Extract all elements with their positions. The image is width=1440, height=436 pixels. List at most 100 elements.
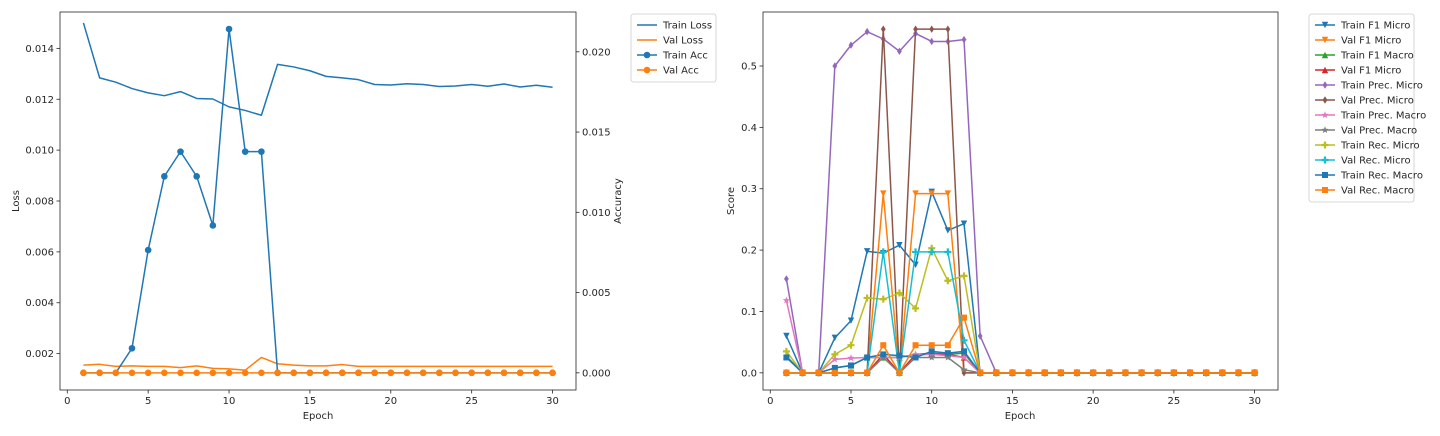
data-point-val-acc-3: [516, 369, 524, 377]
legend-item: Train Acc: [637, 51, 708, 62]
data-point-val-acc-3: [419, 369, 427, 377]
loss-chart-series: [80, 22, 556, 377]
score-chart-series: [782, 25, 1259, 377]
data-point-val-acc-3: [306, 369, 314, 377]
data-point-val-rec-macro-11: [977, 369, 984, 376]
legend-label: Val Acc: [663, 66, 699, 77]
data-point-val-acc-3: [209, 369, 217, 377]
series-val-loss-1: [83, 356, 553, 371]
series-val-rec-macro-11: [783, 314, 1258, 376]
series-val-acc-3: [80, 369, 556, 377]
data-point-val-rec-macro-11: [1203, 369, 1210, 376]
loss-chart-ytick-label: 0.006: [25, 247, 54, 258]
loss-chart-xtick-label: 20: [384, 396, 397, 407]
data-point-train-prec-micro-4: [977, 332, 983, 340]
legend-marker: [1321, 36, 1329, 44]
data-point-val-rec-macro-11: [993, 369, 1000, 376]
data-point-val-rec-macro-11: [831, 369, 838, 376]
data-point-val-acc-3: [225, 369, 233, 377]
data-point-val-acc-3: [322, 369, 330, 377]
score-chart-ytick-label: 0.2: [741, 246, 757, 257]
loss-chart-ytick-label: 0.004: [25, 298, 54, 309]
data-point-val-rec-macro-11: [1057, 369, 1064, 376]
data-point-val-rec-macro-11: [1106, 369, 1113, 376]
legend-label: Train Rec. Macro: [1340, 171, 1423, 182]
data-point-val-rec-macro-11: [1138, 369, 1145, 376]
data-point-val-prec-micro-5: [880, 25, 886, 33]
data-point-train-prec-micro-4: [929, 37, 935, 46]
legend-label: Val Prec. Micro: [1341, 96, 1414, 107]
score-chart-xtick-label: 10: [925, 396, 938, 407]
data-point-val-acc-3: [193, 369, 200, 377]
legend-marker: [1321, 156, 1329, 164]
score-chart-xtick-label: 5: [848, 396, 854, 407]
data-point-val-prec-micro-5: [913, 25, 918, 33]
data-point-val-acc-3: [371, 369, 378, 377]
loss-chart-xtick-label: 30: [546, 396, 559, 407]
data-point-train-prec-micro-4: [961, 35, 967, 44]
loss-chart-ytick-label: 0.008: [25, 197, 54, 208]
data-point-val-acc-3: [241, 369, 249, 377]
legend-item: Train Rec. Micro: [1315, 141, 1420, 152]
score-chart-xtick-label: 20: [1087, 396, 1100, 407]
data-point-train-rec-micro-8: [879, 295, 887, 303]
legend-marker: [1322, 187, 1328, 193]
legend-item: Train Loss: [637, 21, 712, 32]
data-point-val-rec-macro-11: [1074, 369, 1081, 376]
legend-marker: [643, 51, 651, 59]
data-point-val-rec-macro-11: [815, 369, 822, 376]
data-point-val-acc-3: [533, 369, 540, 377]
legend-label: Val F1 Micro: [1341, 66, 1401, 77]
data-point-val-rec-macro-11: [1251, 369, 1258, 376]
data-point-val-prec-micro-5: [945, 25, 951, 33]
data-point-val-acc-3: [290, 369, 298, 377]
score-chart-xtick-label: 15: [1006, 396, 1019, 407]
data-point-val-rec-macro-11: [1009, 369, 1016, 376]
data-point-train-rec-micro-8: [847, 341, 855, 349]
score-chart-ytick-label: 0.4: [741, 123, 757, 134]
data-point-train-acc-2: [225, 25, 233, 33]
data-point-train-prec-micro-4: [784, 275, 789, 283]
legend-item: Val Prec. Micro: [1315, 96, 1414, 107]
data-point-train-rec-macro-10: [912, 354, 919, 361]
data-point-train-f1-micro-0: [960, 220, 968, 227]
data-point-val-f1-micro-1: [880, 190, 887, 197]
data-point-train-f1-micro-0: [863, 248, 871, 255]
legend-marker: [1321, 66, 1329, 74]
data-point-val-rec-macro-11: [960, 314, 967, 321]
legend-marker: [1321, 51, 1329, 59]
data-point-train-prec-micro-4: [864, 27, 870, 36]
series-train-loss-0: [82, 22, 553, 117]
legend-label: Train Acc: [662, 51, 708, 62]
data-point-val-rec-macro-11: [1235, 369, 1242, 376]
data-point-val-rec-macro-11: [783, 369, 790, 376]
data-point-val-acc-3: [80, 369, 87, 377]
data-point-val-rec-macro-11: [1187, 369, 1194, 376]
data-point-val-acc-3: [484, 369, 492, 377]
data-point-train-acc-2: [128, 344, 136, 352]
data-point-train-prec-micro-4: [832, 62, 838, 70]
legend-label: Train Rec. Micro: [1340, 141, 1420, 152]
data-point-val-acc-3: [387, 369, 395, 377]
legend-item: Train F1 Micro: [1315, 21, 1410, 32]
data-point-val-acc-3: [96, 369, 103, 377]
data-point-train-prec-macro-6: [960, 353, 968, 361]
score-chart-xtick-label: 25: [1168, 396, 1181, 407]
loss-chart-frame: [59, 11, 577, 391]
data-point-val-rec-micro-9: [928, 248, 936, 256]
legend-label: Train F1 Macro: [1340, 51, 1414, 62]
data-point-val-acc-3: [144, 369, 152, 377]
loss-chart-ytick-label: 0.002: [25, 349, 54, 360]
data-point-train-rec-macro-10: [847, 362, 854, 369]
data-point-train-rec-micro-8: [912, 304, 920, 312]
data-point-val-rec-macro-11: [1025, 369, 1032, 376]
data-point-val-rec-macro-11: [896, 369, 903, 376]
data-point-train-acc-2: [177, 148, 184, 155]
legend-label: Train Prec. Macro: [1340, 111, 1426, 122]
legend-marker: [1322, 96, 1328, 104]
loss-chart-legend: Train Loss Val Loss Train Acc Val Acc: [630, 13, 717, 83]
data-point-val-rec-micro-9: [960, 336, 968, 344]
data-point-val-acc-3: [436, 369, 443, 377]
data-point-val-rec-micro-9: [912, 248, 920, 256]
